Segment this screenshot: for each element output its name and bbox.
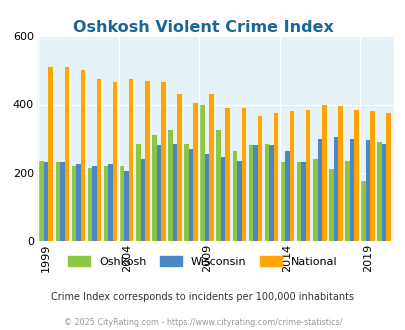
Bar xyxy=(156,146,161,241)
Bar xyxy=(124,171,129,241)
Bar xyxy=(248,146,253,241)
Bar xyxy=(200,105,205,241)
Bar xyxy=(168,130,172,241)
Bar xyxy=(104,166,108,241)
Text: © 2025 CityRating.com - https://www.cityrating.com/crime-statistics/: © 2025 CityRating.com - https://www.city… xyxy=(64,318,341,327)
Bar xyxy=(216,130,220,241)
Bar xyxy=(225,108,229,241)
Bar xyxy=(108,164,113,241)
Bar xyxy=(264,144,269,241)
Bar xyxy=(269,146,273,241)
Bar xyxy=(305,110,310,241)
Bar xyxy=(44,162,48,241)
Bar xyxy=(145,81,149,241)
Bar xyxy=(48,67,53,241)
Bar xyxy=(353,110,358,241)
Bar xyxy=(177,94,181,241)
Text: Crime Index corresponds to incidents per 100,000 inhabitants: Crime Index corresponds to incidents per… xyxy=(51,292,354,302)
Bar xyxy=(365,140,369,241)
Bar xyxy=(113,82,117,241)
Bar xyxy=(301,162,305,241)
Bar xyxy=(205,154,209,241)
Bar xyxy=(337,106,342,241)
Bar xyxy=(172,144,177,241)
Bar xyxy=(317,139,321,241)
Text: Oshkosh Violent Crime Index: Oshkosh Violent Crime Index xyxy=(72,20,333,35)
Bar xyxy=(81,70,85,241)
Bar xyxy=(360,181,365,241)
Bar xyxy=(369,111,374,241)
Bar xyxy=(92,166,96,241)
Bar xyxy=(39,161,44,241)
Bar xyxy=(220,157,225,241)
Bar xyxy=(312,159,317,241)
Bar xyxy=(55,162,60,241)
Bar xyxy=(349,139,353,241)
Bar xyxy=(280,162,285,241)
Bar xyxy=(87,168,92,241)
Bar xyxy=(71,166,76,241)
Bar xyxy=(273,113,277,241)
Bar xyxy=(285,150,289,241)
Bar xyxy=(257,116,262,241)
Bar xyxy=(381,144,386,241)
Bar xyxy=(188,149,193,241)
Bar xyxy=(193,103,197,241)
Bar xyxy=(321,105,326,241)
Bar xyxy=(333,137,337,241)
Bar xyxy=(237,161,241,241)
Bar xyxy=(377,142,381,241)
Bar xyxy=(209,94,213,241)
Bar xyxy=(241,108,245,241)
Bar xyxy=(140,159,145,241)
Bar xyxy=(136,144,140,241)
Bar xyxy=(328,169,333,241)
Bar xyxy=(289,111,294,241)
Bar xyxy=(60,162,64,241)
Bar xyxy=(119,166,124,241)
Bar xyxy=(152,135,156,241)
Bar xyxy=(129,79,133,241)
Bar xyxy=(386,113,390,241)
Legend: Oshkosh, Wisconsin, National: Oshkosh, Wisconsin, National xyxy=(64,252,341,272)
Bar xyxy=(184,144,188,241)
Bar xyxy=(232,150,237,241)
Bar xyxy=(76,164,81,241)
Bar xyxy=(96,79,101,241)
Bar xyxy=(64,67,69,241)
Bar xyxy=(253,146,257,241)
Bar xyxy=(296,162,301,241)
Bar xyxy=(344,161,349,241)
Bar xyxy=(161,82,165,241)
